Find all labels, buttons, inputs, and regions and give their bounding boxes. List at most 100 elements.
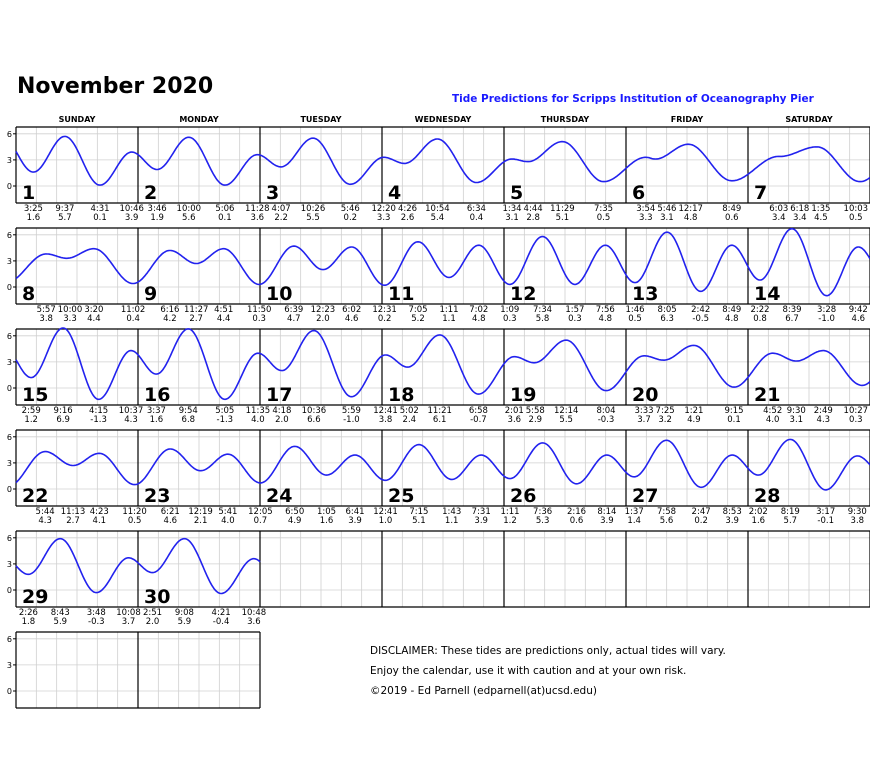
tide-height: 4.4 bbox=[87, 314, 101, 324]
tide-height: -0.3 bbox=[598, 415, 615, 425]
tide-height: 3.8 bbox=[379, 415, 393, 425]
tide-height: 2.8 bbox=[526, 213, 540, 223]
tide-height: 0.1 bbox=[727, 415, 741, 425]
tide-time: 7:34 bbox=[533, 305, 552, 315]
tide-time: 2:42 bbox=[691, 305, 710, 315]
tide-time: 2:47 bbox=[692, 507, 711, 517]
tide-time: 1:34 bbox=[502, 204, 521, 214]
tide-time: 6:50 bbox=[285, 507, 304, 517]
tide-height: 4.8 bbox=[599, 314, 613, 324]
tide-height: 2.0 bbox=[275, 415, 289, 425]
tide-time: 9:30 bbox=[787, 406, 806, 416]
tide-time: 11:21 bbox=[427, 406, 452, 416]
day-number: 24 bbox=[266, 485, 292, 507]
tide-height: 4.0 bbox=[766, 415, 780, 425]
tide-time: 2:51 bbox=[143, 608, 162, 618]
tide-time: 2:49 bbox=[814, 406, 833, 416]
tide-height: 2.0 bbox=[316, 314, 330, 324]
tide-height: 4.8 bbox=[725, 314, 739, 324]
tide-height: -1.0 bbox=[343, 415, 360, 425]
tide-time: 10:54 bbox=[425, 204, 450, 214]
day-number: 29 bbox=[22, 586, 48, 608]
tide-time: 9:42 bbox=[849, 305, 868, 315]
tide-time: 1:43 bbox=[442, 507, 461, 517]
tide-height: 0.4 bbox=[126, 314, 140, 324]
tide-time: 4:23 bbox=[90, 507, 109, 517]
tide-time: 4:51 bbox=[214, 305, 233, 315]
tide-height: -0.7 bbox=[470, 415, 487, 425]
tide-height: -1.3 bbox=[90, 415, 107, 425]
tide-height: 0.2 bbox=[694, 516, 708, 526]
weekday-header: MONDAY bbox=[179, 115, 219, 124]
tide-height: 4.0 bbox=[221, 516, 235, 526]
tide-time: 1:37 bbox=[625, 507, 644, 517]
tide-height: 3.4 bbox=[793, 213, 807, 223]
tide-time: 6:41 bbox=[345, 507, 364, 517]
tide-time: 1:05 bbox=[317, 507, 336, 517]
tide-height: 1.1 bbox=[445, 516, 459, 526]
tide-time: 12:20 bbox=[371, 204, 396, 214]
tide-time: 3:54 bbox=[636, 204, 655, 214]
tide-time: 1:09 bbox=[500, 305, 519, 315]
tide-time: 4:21 bbox=[212, 608, 231, 618]
tide-height: 4.2 bbox=[163, 314, 177, 324]
tide-height: 3.6 bbox=[251, 213, 265, 223]
tide-time: 10:37 bbox=[119, 406, 144, 416]
tide-height: 3.9 bbox=[125, 213, 139, 223]
day-number: 18 bbox=[388, 384, 414, 406]
tide-height: 3.4 bbox=[772, 213, 786, 223]
tide-height: 1.6 bbox=[752, 516, 766, 526]
y-tick-label: 0 bbox=[7, 384, 12, 393]
y-tick-label: 6 bbox=[7, 130, 12, 139]
tide-time: 7:02 bbox=[469, 305, 488, 315]
disclaimer-line: DISCLAIMER: These tides are predictions … bbox=[370, 645, 726, 657]
tide-height: 1.1 bbox=[442, 314, 456, 324]
tide-height: 5.8 bbox=[536, 314, 550, 324]
y-tick-label: 3 bbox=[7, 358, 12, 367]
tide-time: 1:35 bbox=[811, 204, 830, 214]
tide-time: 9:16 bbox=[54, 406, 73, 416]
y-tick-label: 0 bbox=[7, 485, 12, 494]
day-number: 16 bbox=[144, 384, 170, 406]
tide-height: 0.3 bbox=[568, 314, 582, 324]
tide-time: 7:15 bbox=[409, 507, 428, 517]
tide-time: 10:46 bbox=[119, 204, 144, 214]
y-tick-label: 0 bbox=[7, 283, 12, 292]
tide-time: 12:41 bbox=[373, 406, 398, 416]
tide-height: 5.1 bbox=[412, 516, 426, 526]
tide-height: 3.8 bbox=[39, 314, 53, 324]
tide-height: 1.6 bbox=[320, 516, 334, 526]
tide-time: 5:46 bbox=[657, 204, 676, 214]
tide-time: 6:03 bbox=[769, 204, 788, 214]
weekday-header: TUESDAY bbox=[300, 115, 341, 124]
tide-height: 6.3 bbox=[660, 314, 674, 324]
tide-time: 11:50 bbox=[247, 305, 272, 315]
tide-height: 4.9 bbox=[288, 516, 302, 526]
tide-time: 5:58 bbox=[526, 406, 545, 416]
tide-height: 5.6 bbox=[660, 516, 674, 526]
y-tick-label: 6 bbox=[7, 635, 12, 644]
tide-height: 5.9 bbox=[178, 617, 192, 627]
tide-time: 11:13 bbox=[61, 507, 86, 517]
tide-time: 4:15 bbox=[89, 406, 108, 416]
tide-height: -1.0 bbox=[818, 314, 835, 324]
tide-height: 1.0 bbox=[379, 516, 393, 526]
tide-height: 4.3 bbox=[124, 415, 138, 425]
tide-time: 8:19 bbox=[781, 507, 800, 517]
tide-height: 3.8 bbox=[851, 516, 865, 526]
tide-time: 3:37 bbox=[147, 406, 166, 416]
tide-height: 3.1 bbox=[505, 213, 519, 223]
day-number: 22 bbox=[22, 485, 48, 507]
day-number: 21 bbox=[754, 384, 780, 406]
tide-time: 4:31 bbox=[90, 204, 109, 214]
tide-curve bbox=[15, 438, 870, 491]
day-number: 9 bbox=[144, 283, 157, 305]
weekday-header: FRIDAY bbox=[671, 115, 704, 124]
tide-height: 3.7 bbox=[637, 415, 651, 425]
disclaimer-line: Enjoy the calendar, use it with caution … bbox=[370, 665, 687, 677]
day-number: 13 bbox=[632, 283, 658, 305]
day-number: 26 bbox=[510, 485, 536, 507]
tide-height: 0.8 bbox=[753, 314, 767, 324]
tide-time: 10:00 bbox=[58, 305, 83, 315]
day-number: 2 bbox=[144, 182, 157, 204]
